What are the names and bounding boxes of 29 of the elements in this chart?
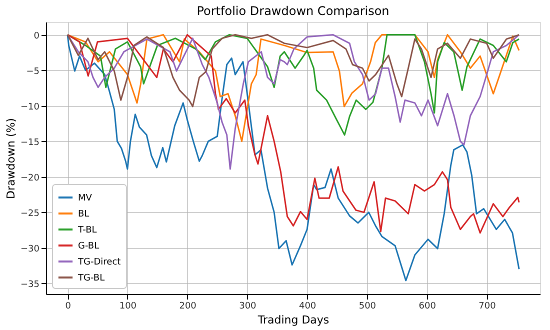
legend-label: MV — [78, 194, 93, 204]
x-axis-title: Trading Days — [256, 314, 330, 326]
x-tick-label: 600 — [418, 302, 436, 312]
y-tick-label: −25 — [20, 208, 40, 219]
line-series — [66, 34, 520, 282]
x-tick-label: 500 — [358, 302, 376, 312]
line-series — [66, 34, 520, 108]
y-tick-label: −35 — [20, 280, 40, 290]
legend-label: BL — [78, 210, 90, 220]
y-tick-label: −15 — [20, 138, 40, 148]
x-tick-label: 700 — [478, 302, 496, 312]
x-tick-label: 0 — [65, 302, 72, 312]
line-series — [66, 34, 520, 170]
x-tick-label: 300 — [239, 302, 257, 312]
y-tick-label: −5 — [26, 66, 40, 77]
x-tick-label: 400 — [298, 302, 316, 312]
chart-title: Portfolio Drawdown Comparison — [196, 4, 390, 18]
legend-label: G-BL — [78, 242, 100, 252]
y-tick-label: −20 — [20, 173, 40, 184]
y-tick-label: −30 — [20, 244, 40, 254]
legend-label: T-BL — [77, 226, 97, 236]
line-series — [66, 34, 520, 234]
y-tick-label: −10 — [20, 102, 40, 112]
legend-label: TG-BL — [77, 274, 105, 284]
y-tick-label: 0 — [34, 31, 40, 42]
x-tick-label: 200 — [179, 302, 197, 312]
y-axis-title: Drawdown (%) — [4, 118, 18, 199]
x-tick-label: 100 — [119, 302, 137, 312]
legend-label: TG-Direct — [77, 258, 122, 268]
